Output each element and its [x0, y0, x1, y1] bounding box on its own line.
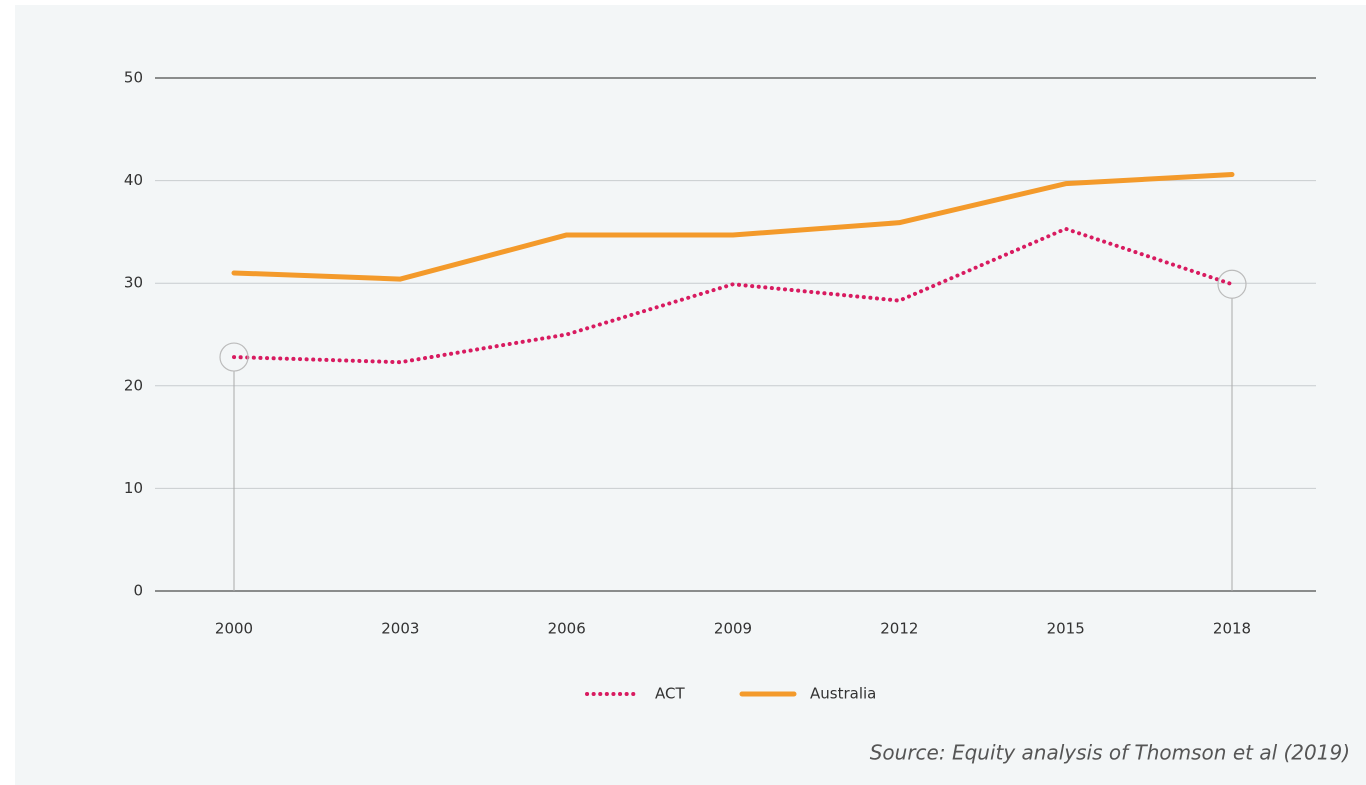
x-tick-label: 2003 — [381, 620, 419, 638]
x-tick-label: 2018 — [1213, 620, 1251, 638]
x-tick-label: 2000 — [215, 620, 253, 638]
x-tick-label: 2006 — [548, 620, 586, 638]
line-series — [231, 171, 1235, 282]
y-tick-label: 10 — [124, 479, 143, 497]
x-tick-label: 2012 — [880, 620, 918, 638]
highlight-ring — [219, 342, 249, 372]
legend-label: Australia — [810, 685, 876, 703]
x-tick-label: 2015 — [1047, 620, 1085, 638]
y-tick-label: 40 — [124, 171, 143, 189]
x-tick-label: 2009 — [714, 620, 752, 638]
y-tick-label: 30 — [124, 274, 143, 292]
panel — [15, 5, 1366, 785]
highlight-ring — [1217, 269, 1247, 299]
y-tick-label: 0 — [133, 582, 143, 600]
source: Source: Equity analysis of Thomson et al… — [870, 741, 1350, 765]
legend-label: ACT — [655, 685, 685, 703]
y-tick-label: 50 — [124, 69, 143, 87]
y-tick-label: 20 — [124, 376, 143, 394]
line-series — [232, 226, 1234, 365]
